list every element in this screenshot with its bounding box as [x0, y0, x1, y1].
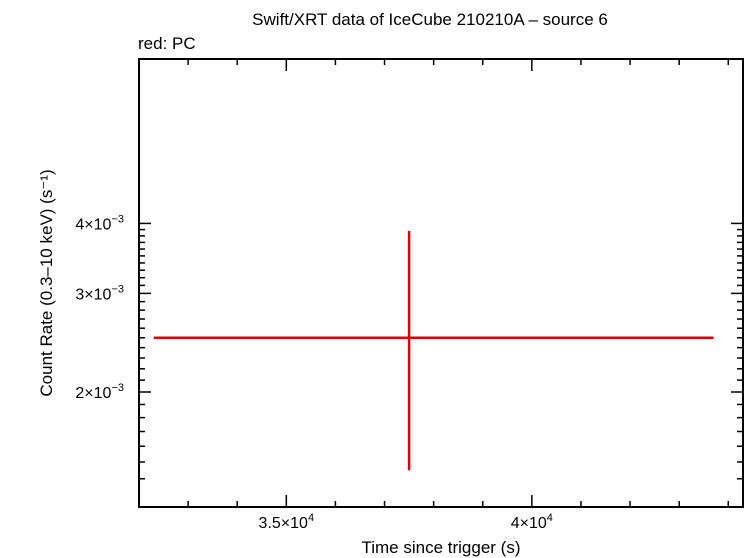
y-axis-label: Count Rate (0.3–10 keV) (s⁻¹): [37, 169, 56, 396]
x-axis-label: Time since trigger (s): [361, 538, 520, 557]
y-tick-label: 3×10−3: [75, 283, 124, 303]
data-series: [153, 230, 714, 471]
plot-frame: [138, 58, 744, 508]
x-tick-label: 4×104: [511, 512, 553, 532]
y-tick-label: 2×10−3: [75, 382, 124, 402]
chart-title: Swift/XRT data of IceCube 210210A – sour…: [252, 10, 608, 29]
x-tick-label: 3.5×104: [259, 512, 315, 532]
y-tick-label: 4×10−3: [75, 213, 124, 233]
x-tick-labels: 3.5×104 4×104: [259, 512, 553, 532]
legend-text: red: PC: [138, 34, 196, 53]
y-tick-labels: 2×10−3 3×10−3 4×10−3: [75, 213, 124, 402]
axis-ticks: [138, 59, 743, 507]
